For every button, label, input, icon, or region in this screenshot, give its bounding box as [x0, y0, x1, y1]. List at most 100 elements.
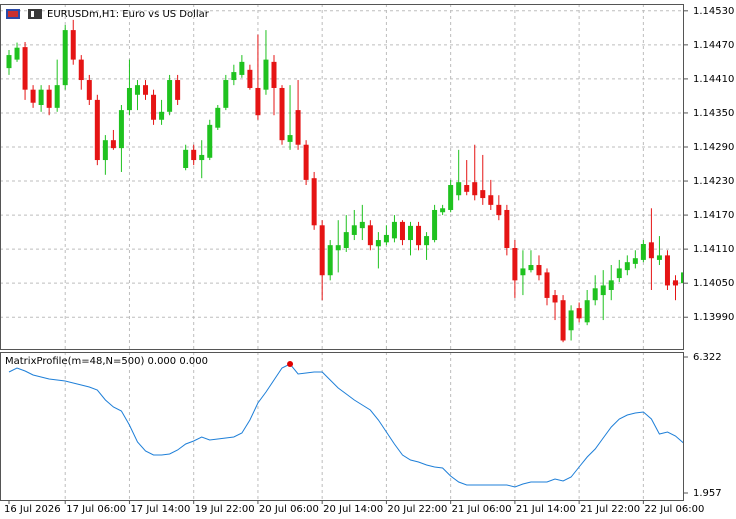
candle-body: [94, 99, 100, 161]
grid: [0, 4, 684, 500]
candle-body: [448, 185, 454, 210]
y-tick-label: 1.14050: [693, 278, 734, 289]
candle-body: [62, 30, 68, 86]
symbol-icons: [6, 9, 42, 19]
candle-body: [616, 268, 622, 279]
candle-body: [640, 244, 646, 260]
chart-title: EURUSDm,H1: Euro vs US Dollar: [47, 9, 210, 20]
candle-body: [367, 225, 373, 246]
candle-body: [70, 30, 76, 60]
candle-body: [311, 178, 317, 226]
candle-body: [608, 280, 614, 290]
candle-body: [504, 209, 510, 248]
y-tick-label: 1.14290: [693, 142, 734, 153]
x-tick-label: 17 Jul 14:00: [130, 504, 190, 515]
candle-body: [207, 124, 213, 158]
candle-body: [335, 245, 341, 251]
candle-body: [102, 140, 108, 161]
flag-icon: [8, 11, 18, 17]
x-tick-label: 16 Jul 2026: [4, 504, 61, 515]
candle-body: [416, 225, 422, 246]
candle-body: [255, 87, 261, 116]
candle-body: [351, 225, 357, 235]
candle-body: [672, 280, 678, 286]
candle-body: [456, 182, 462, 196]
indicator-title: MatrixProfile(m=48,N=500) 0.000 0.000: [5, 356, 208, 367]
candle-body: [399, 221, 405, 241]
candle-body: [167, 80, 173, 112]
candle-body: [247, 69, 253, 88]
candle-body: [632, 258, 638, 264]
candle-body: [215, 107, 221, 128]
candle-body: [295, 110, 301, 145]
y-tick-label: 1.14230: [693, 176, 734, 187]
candle-body: [383, 234, 389, 243]
candle-body: [175, 80, 181, 100]
candle-body: [191, 149, 197, 161]
candle-body: [656, 255, 662, 260]
candle-body: [544, 272, 550, 298]
candle-body: [6, 55, 12, 69]
x-tick-label: 21 Jul 22:00: [580, 504, 640, 515]
x-tick-label: 21 Jul 14:00: [516, 504, 576, 515]
candle-body: [512, 247, 518, 281]
candle-body: [560, 300, 566, 341]
candle-body: [408, 225, 413, 241]
candle-body: [319, 225, 325, 276]
price-plot: [6, 19, 684, 343]
candle-body: [343, 232, 349, 248]
candle-body: [14, 47, 20, 60]
y-tick-label: 1.14530: [693, 6, 734, 17]
candle-body: [440, 208, 446, 213]
candle-body: [118, 110, 124, 149]
candle-body: [151, 94, 157, 120]
chart-icon: [31, 11, 34, 17]
y-tick-label: 1.14110: [693, 244, 734, 255]
candle-body: [239, 61, 245, 75]
candle-body: [624, 262, 630, 271]
candle-body: [432, 209, 438, 241]
candle-body: [480, 190, 486, 199]
candle-body: [30, 89, 36, 103]
x-tick-label: 17 Jul 06:00: [66, 504, 126, 515]
x-tick-label: 19 Jul 22:00: [195, 504, 255, 515]
candle-body: [134, 85, 140, 95]
candle-body: [54, 85, 60, 108]
candle-body: [327, 245, 333, 276]
candle-body: [287, 135, 293, 142]
candle-body: [391, 221, 397, 239]
y-tick-label: 1.13990: [693, 312, 734, 323]
candle-body: [375, 240, 381, 247]
y-tick-label: 1.14350: [693, 108, 734, 119]
candle-body: [223, 80, 229, 108]
candle-body: [159, 111, 165, 120]
axes: 1.13990 1.14050 1.14110 1.14170 1.14230 1.142…: [4, 6, 734, 515]
chart-icon: [28, 9, 42, 19]
y-tick-label: 1.14170: [693, 210, 734, 221]
candle-body: [568, 310, 574, 331]
candle-body: [576, 308, 582, 319]
indicator-plot: [8, 361, 684, 488]
y-tick-label: 6.322: [693, 352, 722, 363]
candle-body: [488, 195, 494, 205]
candle-body: [536, 265, 542, 276]
x-tick-label: 20 Jul 06:00: [259, 504, 319, 515]
indicator-line: [8, 363, 684, 488]
x-tick-label: 22 Jul 06:00: [644, 504, 704, 515]
candle-body: [46, 89, 52, 108]
candle-body: [110, 140, 116, 149]
candle-body: [279, 87, 285, 141]
candle-body: [472, 182, 478, 196]
main-frame: [0, 4, 684, 350]
candle-body: [424, 236, 430, 246]
candle-body: [199, 154, 205, 161]
y-tick-label: 1.957: [693, 488, 722, 499]
candle-body: [359, 221, 365, 229]
sub-frame: [0, 352, 684, 501]
x-tick-label: 20 Jul 22:00: [387, 504, 447, 515]
y-tick-label: 1.14470: [693, 40, 734, 51]
candle-body: [231, 72, 237, 81]
candle-body: [183, 149, 189, 168]
candle-body: [528, 265, 534, 271]
